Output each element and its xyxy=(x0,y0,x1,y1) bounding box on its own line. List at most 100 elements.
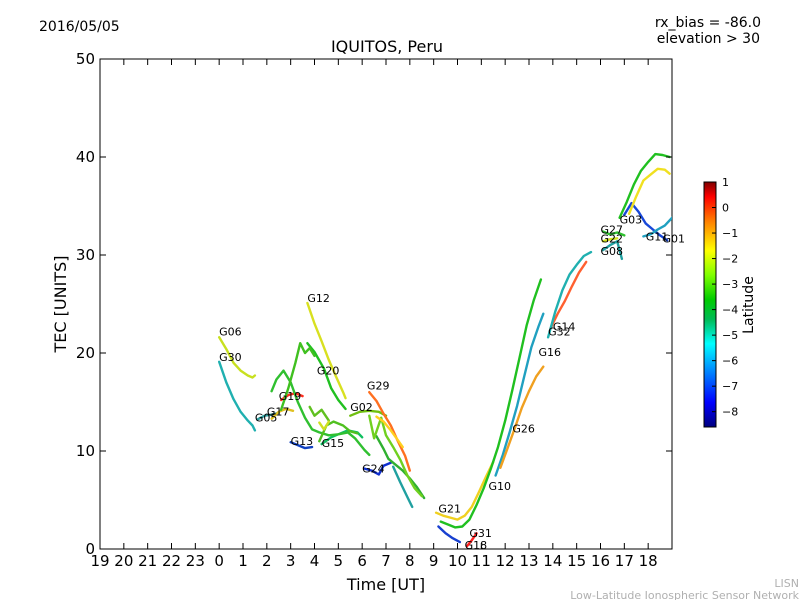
colorbar: 1 0 −1 −2 −3 −4 −5 −6 −7 −8 Latitude xyxy=(703,176,757,428)
series-line-g16 xyxy=(499,365,545,469)
series-line-g18 xyxy=(465,532,478,548)
series-label-g26: G26 xyxy=(512,422,535,435)
series-line-g06 xyxy=(217,336,257,379)
series-line xyxy=(270,369,371,457)
series-line xyxy=(375,415,404,449)
series-label-g30: G30 xyxy=(219,351,242,364)
plot-area xyxy=(99,58,673,550)
series-line-g29 xyxy=(368,391,411,472)
series-label-g16: G16 xyxy=(539,346,562,359)
series-label-g05: G05 xyxy=(255,412,278,425)
series-line-g20 xyxy=(306,342,347,411)
x-tick-label: 3 xyxy=(286,552,296,570)
colorbar-tick-label: 1 xyxy=(722,176,729,189)
x-tick-label: 15 xyxy=(567,552,586,570)
series-line-g21 xyxy=(434,460,495,521)
series-line-g01 xyxy=(642,216,672,238)
colorbar-tick-label: −1 xyxy=(722,227,738,240)
y-tick-label: 20 xyxy=(76,344,95,362)
series-line-g30 xyxy=(217,360,257,432)
series-label-g29: G29 xyxy=(367,379,390,392)
x-tick-label: 23 xyxy=(186,552,205,570)
series-label-g08: G08 xyxy=(601,245,624,258)
x-tick-label: 0 xyxy=(214,552,224,570)
x-tick-label: 20 xyxy=(114,552,133,570)
colorbar-tick-label: −4 xyxy=(722,304,738,317)
x-tick-label: 18 xyxy=(639,552,658,570)
colorbar-tick-label: −6 xyxy=(722,355,738,368)
colorbar-label: Latitude xyxy=(741,276,757,334)
series-line-g02 xyxy=(349,409,388,417)
series-line xyxy=(318,420,330,431)
series-label-g22: G22 xyxy=(601,232,624,245)
x-tick-label: 2 xyxy=(262,552,272,570)
series-label-g14: G14 xyxy=(553,320,576,333)
series-label-g01: G01 xyxy=(662,232,685,245)
series-line xyxy=(375,435,426,500)
series-line-g24 xyxy=(363,461,392,476)
series-label-g31: G31 xyxy=(469,527,492,540)
x-tick-label: 10 xyxy=(448,552,467,570)
series-label-g18: G18 xyxy=(465,539,488,552)
axis-ticks: 19 20 21 22 23 0 1 2 3 4 5 6 7 8 9 10 11 12 13 14 15 16 17 1801… xyxy=(76,50,672,570)
x-tick-label: 9 xyxy=(429,552,439,570)
series-label-g13: G13 xyxy=(291,435,314,448)
series-label-g02: G02 xyxy=(350,401,373,414)
series-line-g22 xyxy=(601,237,619,243)
x-tick-label: 7 xyxy=(381,552,391,570)
x-tick-label: 11 xyxy=(472,552,491,570)
elevation-label: elevation > 30 xyxy=(657,31,760,47)
x-tick-label: 8 xyxy=(405,552,415,570)
series-label-g27: G27 xyxy=(601,223,624,236)
colorbar-tick-label: −7 xyxy=(722,380,738,393)
x-tick-label: 17 xyxy=(615,552,634,570)
series-label-g17: G17 xyxy=(267,406,290,419)
date-label: 2016/05/05 xyxy=(39,19,120,35)
y-tick-label: 10 xyxy=(76,442,95,460)
series-line xyxy=(368,414,423,498)
colorbar-ticks: 1 0 −1 −2 −3 −4 −5 −6 −7 −8 xyxy=(712,176,738,419)
series-label-g10: G10 xyxy=(488,480,511,493)
series-line-g13 xyxy=(289,441,314,450)
y-tick-label: 30 xyxy=(76,246,95,264)
series-label-g03: G03 xyxy=(620,214,643,227)
series-line-g14 xyxy=(549,260,588,330)
series-label-g32: G32 xyxy=(548,325,571,338)
x-tick-label: 21 xyxy=(138,552,157,570)
x-tick-label: 5 xyxy=(334,552,344,570)
series-label-g21: G21 xyxy=(438,503,461,516)
x-tick-label: 22 xyxy=(162,552,181,570)
series-label-g12: G12 xyxy=(307,292,330,305)
series-label-g15: G15 xyxy=(322,437,345,450)
colorbar-tick-label: −2 xyxy=(722,253,738,266)
data-layer xyxy=(217,152,672,548)
y-tick-label: 50 xyxy=(76,50,95,68)
series-line-g26 xyxy=(494,312,545,477)
series-line-g31 xyxy=(437,525,462,544)
series-label-g11: G11 xyxy=(646,230,669,243)
series-line-g11 xyxy=(623,201,669,242)
series-line xyxy=(279,342,316,411)
chart-title: IQUITOS, Peru xyxy=(331,37,443,56)
colorbar-tick-label: 0 xyxy=(722,202,729,215)
series-line-g03 xyxy=(618,152,671,220)
y-tick-label: 0 xyxy=(85,540,95,558)
x-tick-label: 1 xyxy=(238,552,248,570)
series-label-g24: G24 xyxy=(362,463,385,476)
colorbar-gradient xyxy=(703,181,717,428)
y-tick-label: 40 xyxy=(76,148,95,166)
series-label-g20: G20 xyxy=(317,365,340,378)
series-line-g27 xyxy=(601,230,626,237)
series-line xyxy=(308,405,330,422)
x-tick-label: 14 xyxy=(543,552,562,570)
x-axis-label: Time [UT] xyxy=(346,575,425,594)
colorbar-tick-label: −5 xyxy=(722,329,738,342)
series-line xyxy=(627,167,671,216)
x-tick-label: 12 xyxy=(496,552,515,570)
series-label-g19: G19 xyxy=(279,390,302,403)
colorbar-tick-label: −3 xyxy=(722,278,738,291)
series-line-g08 xyxy=(601,240,624,261)
x-tick-label: 13 xyxy=(519,552,538,570)
